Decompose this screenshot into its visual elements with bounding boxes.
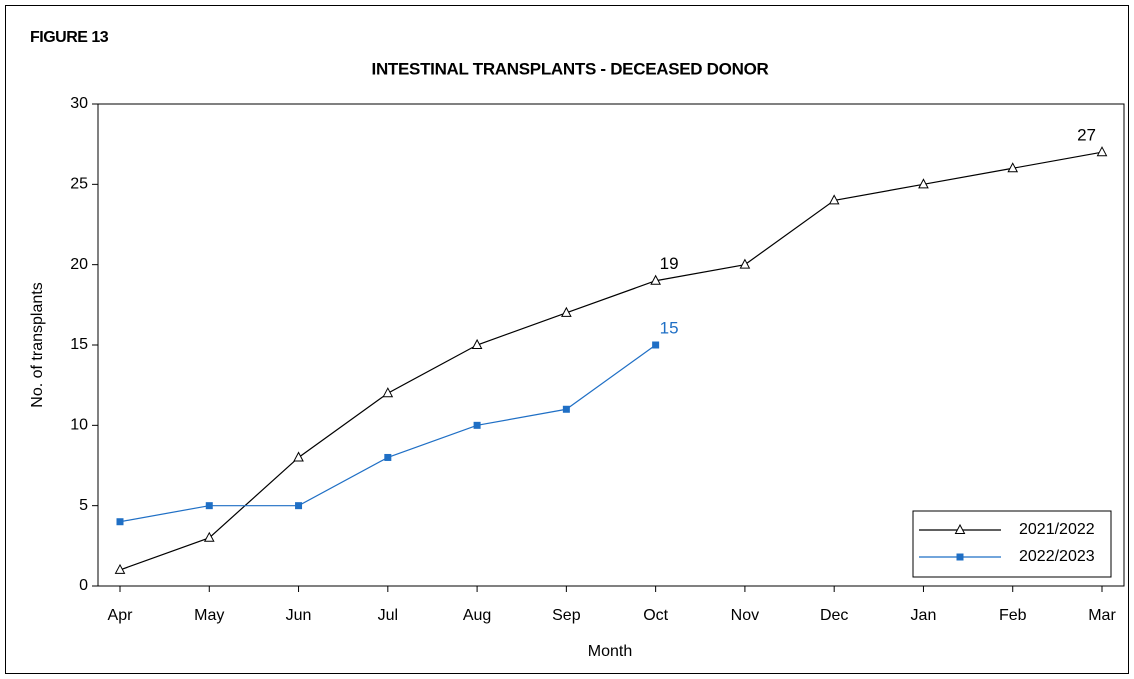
- chart-title: INTESTINAL TRANSPLANTS - DECEASED DONOR: [372, 59, 769, 78]
- frame: [5, 5, 1129, 674]
- marker: [471, 338, 483, 349]
- data-label: 27: [1077, 126, 1096, 145]
- marker: [650, 274, 661, 285]
- marker: [954, 523, 966, 534]
- x-tick-label: Feb: [999, 607, 1027, 624]
- marker: [384, 453, 392, 461]
- x-tick-label: Mar: [1088, 607, 1116, 624]
- marker: [956, 553, 964, 561]
- series-line: [119, 151, 1103, 571]
- series-line: [119, 344, 656, 523]
- x-tick-label: Sep: [552, 607, 581, 624]
- data-label: 19: [660, 254, 679, 273]
- marker: [828, 194, 840, 205]
- data-label: 15: [660, 318, 679, 337]
- y-tick-label: 10: [70, 417, 88, 434]
- marker: [116, 518, 124, 526]
- x-tick-label: Dec: [820, 607, 848, 624]
- x-tick-label: Oct: [643, 607, 668, 624]
- marker: [382, 387, 394, 398]
- x-tick-label: Apr: [108, 607, 134, 624]
- marker: [473, 421, 481, 429]
- marker: [205, 502, 213, 510]
- y-tick-label: 0: [79, 577, 88, 594]
- marker: [295, 502, 303, 510]
- x-tick-label: Jan: [911, 607, 937, 624]
- marker: [114, 563, 126, 574]
- marker: [1096, 146, 1108, 157]
- marker: [562, 405, 570, 413]
- x-axis-label: Month: [588, 643, 632, 660]
- marker: [918, 178, 929, 189]
- figure-label: FIGURE 13: [30, 29, 109, 46]
- y-tick-label: 20: [70, 256, 88, 273]
- y-tick-label: 25: [70, 176, 88, 193]
- y-tick-label: 15: [70, 336, 88, 353]
- marker: [1007, 162, 1019, 173]
- marker: [203, 531, 215, 542]
- marker: [293, 451, 304, 462]
- legend-label: 2022/2023: [1019, 548, 1095, 565]
- legend-box: [912, 510, 1112, 578]
- legend-label: 2021/2022: [1019, 521, 1095, 538]
- y-tick-label: 5: [79, 497, 88, 514]
- y-tick-label: 30: [70, 95, 88, 112]
- y-axis-label: No. of transplants: [29, 282, 46, 407]
- x-tick-label: Jul: [378, 607, 398, 624]
- x-tick-label: May: [194, 607, 224, 624]
- marker: [561, 306, 572, 317]
- marker: [739, 258, 751, 269]
- marker: [652, 341, 660, 349]
- x-tick-label: Jun: [286, 607, 312, 624]
- x-tick-label: Nov: [731, 607, 759, 624]
- x-tick-label: Aug: [463, 607, 491, 624]
